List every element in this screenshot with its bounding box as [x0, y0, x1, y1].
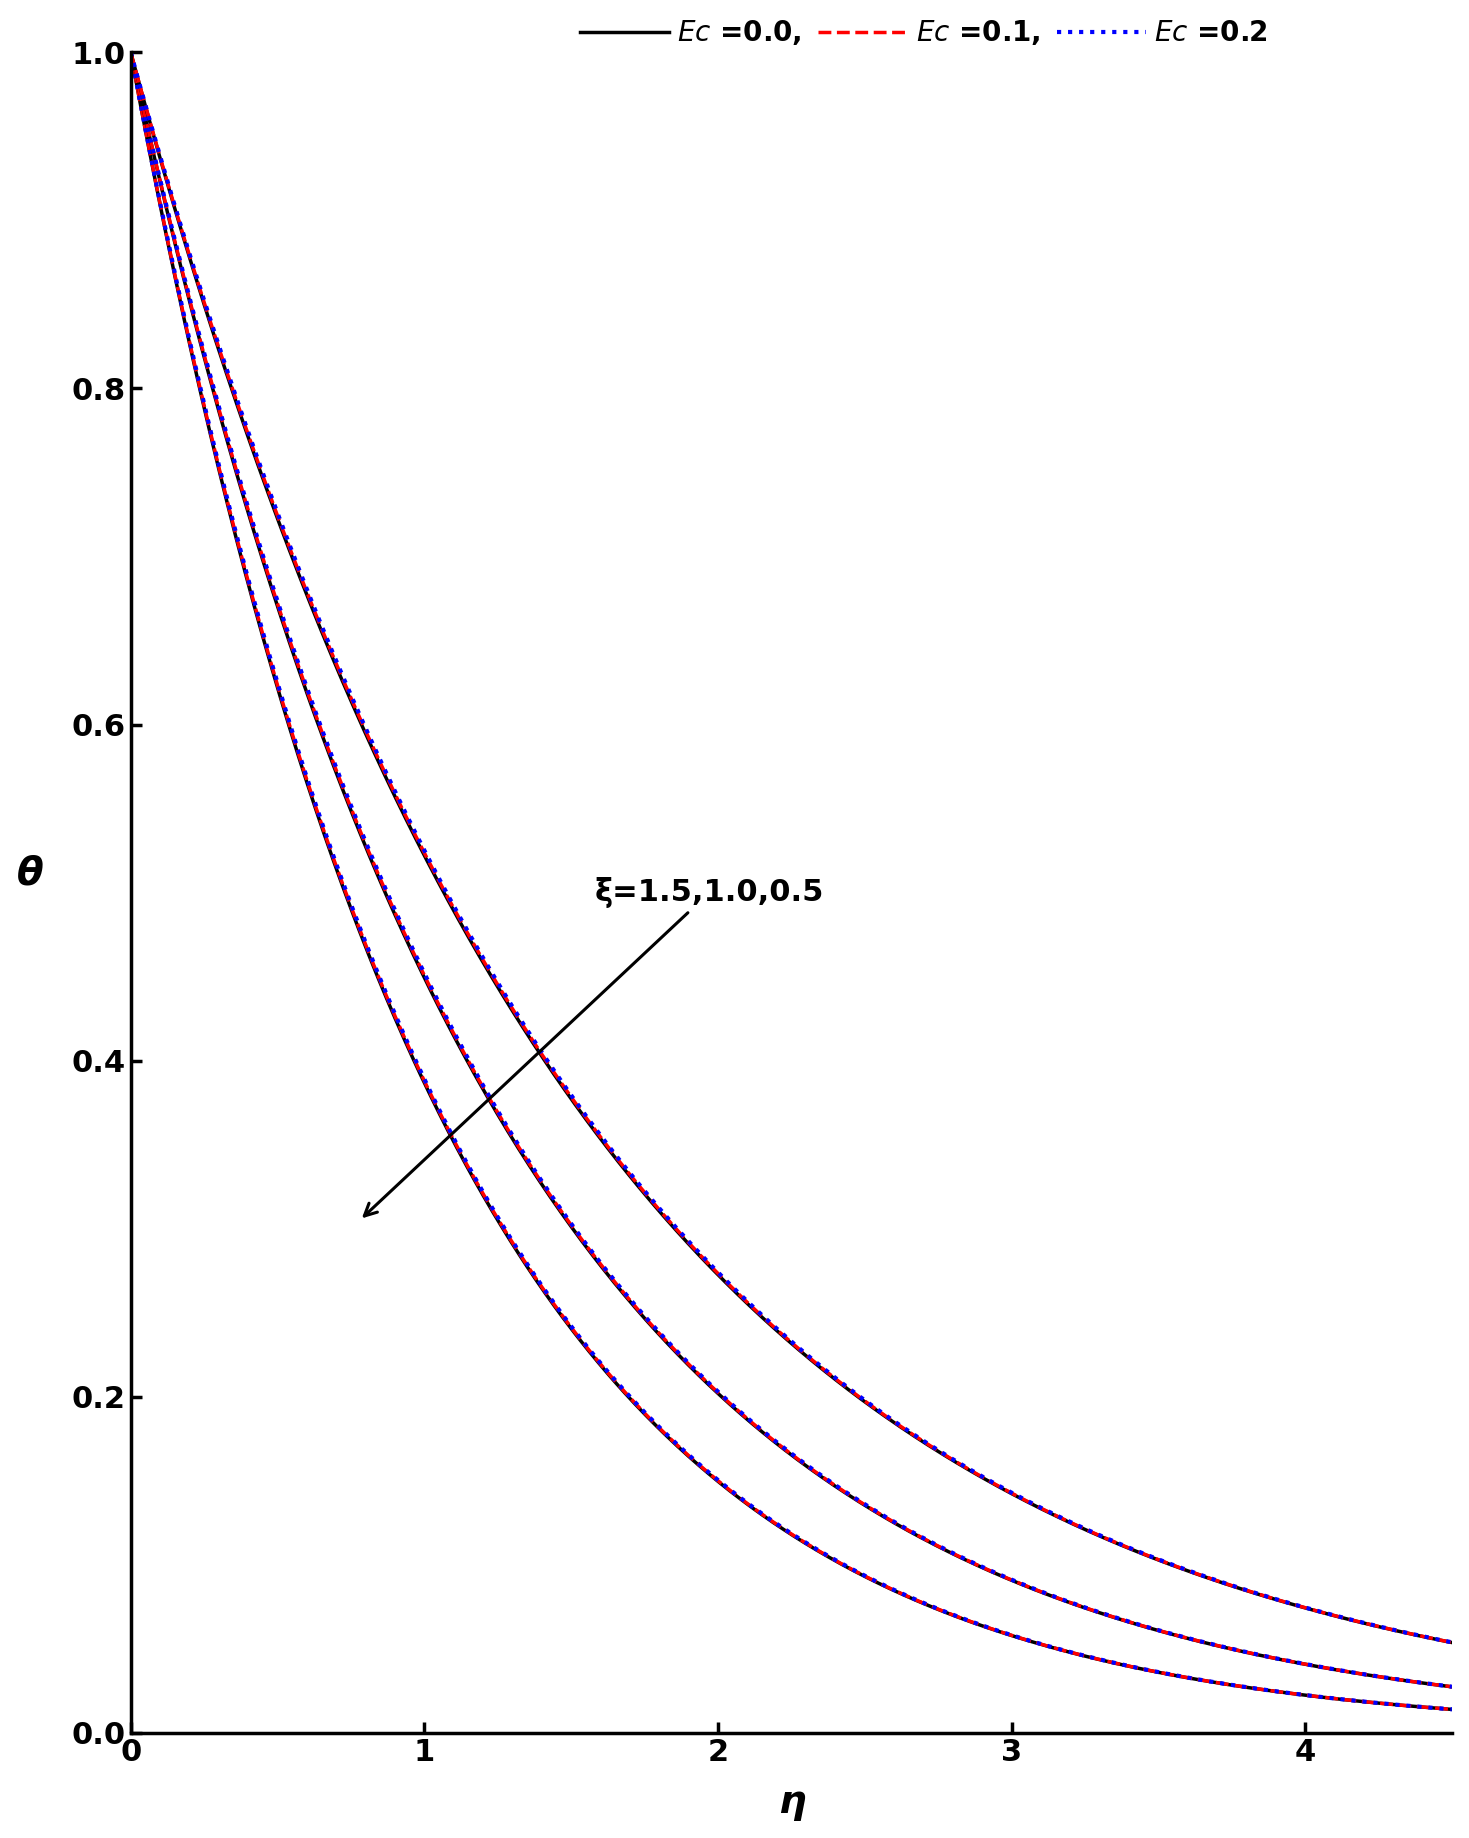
Y-axis label: θ: θ	[16, 855, 44, 893]
X-axis label: η: η	[777, 1783, 805, 1821]
Text: ξ=1.5,1.0,0.5: ξ=1.5,1.0,0.5	[364, 877, 824, 1217]
Legend: $\mathit{Ec}$ =0.0,, $\mathit{Ec}$ =0.1,, $\mathit{Ec}$ =0.2: $\mathit{Ec}$ =0.0,, $\mathit{Ec}$ =0.1,…	[569, 7, 1278, 59]
